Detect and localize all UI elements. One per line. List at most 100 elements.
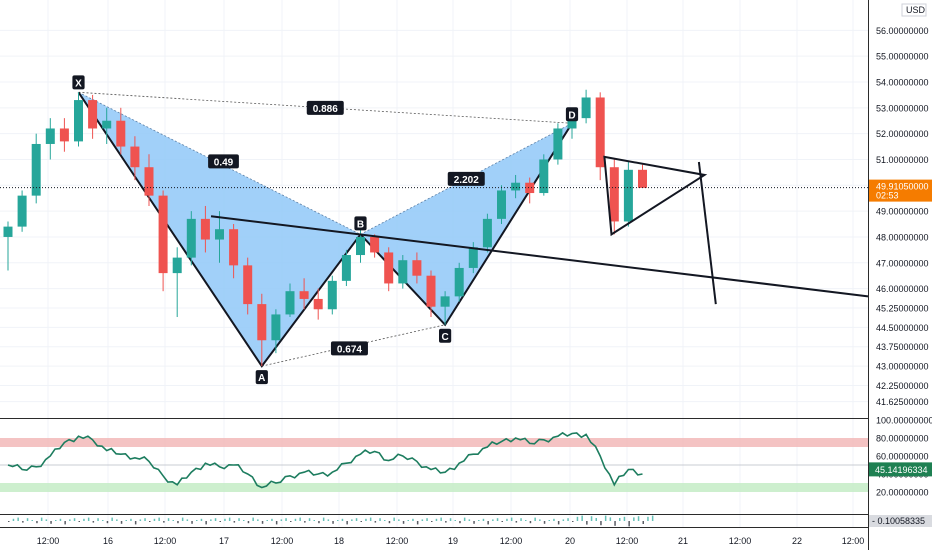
volume-bar bbox=[506, 518, 508, 521]
candles bbox=[0, 89, 868, 367]
volume-bar bbox=[106, 521, 109, 524]
ratio-label-xd: 0.886 bbox=[306, 100, 344, 115]
price-tick-label: 56.00000000 bbox=[876, 26, 929, 36]
pattern-labels: X A B C D 0.886 0.49 2.202 0.674 bbox=[72, 75, 579, 385]
volume-bar bbox=[290, 521, 292, 522]
price-tick-label: 42.25000000 bbox=[876, 381, 929, 391]
volume-bar bbox=[285, 518, 287, 521]
currency-box bbox=[901, 3, 927, 17]
point-label-b-box bbox=[354, 216, 367, 231]
rsi-line bbox=[7, 431, 643, 489]
volume-bar bbox=[83, 518, 85, 521]
triangle-shape bbox=[603, 155, 708, 237]
volume-bar bbox=[496, 518, 499, 521]
candle-body bbox=[215, 229, 224, 240]
volume-bar bbox=[440, 517, 442, 521]
ratio-label-ac: 0.674 bbox=[330, 341, 368, 356]
volume-bar bbox=[210, 519, 212, 521]
volume-bar bbox=[257, 519, 259, 521]
currency-label: USD bbox=[906, 5, 926, 15]
volume-bar bbox=[120, 521, 123, 524]
volume-bar bbox=[243, 520, 245, 521]
volume-value-label: - 0.10058335 bbox=[872, 516, 925, 526]
candle-body bbox=[17, 195, 27, 227]
time-tick-label: 18 bbox=[334, 536, 344, 546]
candle-body bbox=[299, 291, 309, 299]
price-tick-label: 47.00000000 bbox=[876, 258, 929, 268]
ratio-label-bd-text: 2.202 bbox=[454, 175, 479, 186]
point-label-x: X bbox=[72, 75, 85, 90]
candle-body bbox=[3, 226, 13, 237]
bcd-triangle bbox=[360, 123, 572, 325]
volume-bar bbox=[102, 520, 104, 521]
volume-bar bbox=[501, 521, 503, 522]
volume-bar bbox=[78, 521, 80, 522]
volume-bar bbox=[492, 519, 494, 521]
volume-bar bbox=[515, 521, 518, 523]
volume-bar bbox=[12, 518, 15, 521]
volume-bar bbox=[576, 516, 579, 521]
point-label-b-text: B bbox=[357, 219, 364, 230]
volume-bar bbox=[557, 521, 560, 525]
volume-bar bbox=[543, 521, 546, 524]
volume-bar bbox=[271, 518, 273, 521]
time-tick-label: 12:00 bbox=[37, 536, 60, 546]
candle-body bbox=[88, 100, 98, 129]
candle-body bbox=[638, 169, 647, 188]
volume-bar bbox=[337, 520, 339, 521]
candle-body bbox=[581, 97, 591, 119]
time-tick-label: 21 bbox=[678, 536, 688, 546]
volume-bar bbox=[327, 519, 330, 521]
candle-body bbox=[525, 182, 535, 194]
volume-bar bbox=[87, 517, 90, 521]
volume-bar bbox=[200, 518, 203, 521]
volume-bar bbox=[196, 520, 198, 521]
rsi-oversold-band bbox=[0, 483, 868, 492]
volume-bar bbox=[318, 521, 320, 524]
price-tick-label: 51.00000000 bbox=[876, 155, 929, 165]
point-label-c: C bbox=[439, 328, 452, 343]
price-tick-label: 41.62500000 bbox=[876, 397, 929, 407]
time-tick-label: 20 bbox=[565, 536, 575, 546]
volume-bar bbox=[45, 519, 48, 521]
volume-bar bbox=[416, 521, 419, 525]
volume-bar bbox=[637, 516, 640, 521]
candle-body bbox=[356, 236, 365, 256]
volume-bar bbox=[313, 520, 315, 521]
candle-body bbox=[497, 190, 506, 219]
countdown-value: 02:53 bbox=[876, 191, 899, 201]
candle-body bbox=[285, 291, 295, 315]
volume-bar bbox=[562, 519, 565, 521]
volume-bar bbox=[177, 521, 179, 524]
price-tick-label: 54.00000000 bbox=[876, 77, 929, 87]
candle-body bbox=[412, 260, 422, 276]
volume-bar bbox=[346, 521, 348, 525]
point-label-x-text: X bbox=[75, 78, 82, 89]
candle-body bbox=[595, 97, 605, 168]
volume-bar bbox=[567, 518, 569, 521]
candle-body bbox=[130, 146, 140, 168]
volume-value-tag bbox=[869, 515, 932, 527]
candle-body bbox=[398, 260, 408, 284]
volume-bar bbox=[604, 515, 607, 521]
volume-bar bbox=[468, 519, 471, 521]
volume-bar bbox=[548, 520, 550, 521]
triangle-pattern[interactable] bbox=[210, 155, 869, 305]
volume-bar bbox=[449, 518, 452, 521]
trend-line bbox=[210, 215, 869, 298]
time-tick-label: 12:00 bbox=[154, 536, 177, 546]
volume-bar bbox=[332, 521, 334, 524]
volume-bar bbox=[473, 521, 475, 524]
ratio-label-xb-text: 0.49 bbox=[214, 157, 234, 168]
volume-bar bbox=[275, 521, 278, 525]
current-price-tag bbox=[869, 179, 932, 202]
candle-body bbox=[200, 218, 210, 240]
volume-bar bbox=[534, 517, 536, 521]
volume-bar bbox=[69, 519, 71, 521]
point-label-d-text: D bbox=[568, 110, 575, 121]
candle-body bbox=[158, 195, 168, 274]
volume-bar bbox=[233, 521, 236, 523]
candle-body bbox=[116, 120, 126, 147]
rsi-value-label: 45.14196334 bbox=[875, 465, 928, 475]
